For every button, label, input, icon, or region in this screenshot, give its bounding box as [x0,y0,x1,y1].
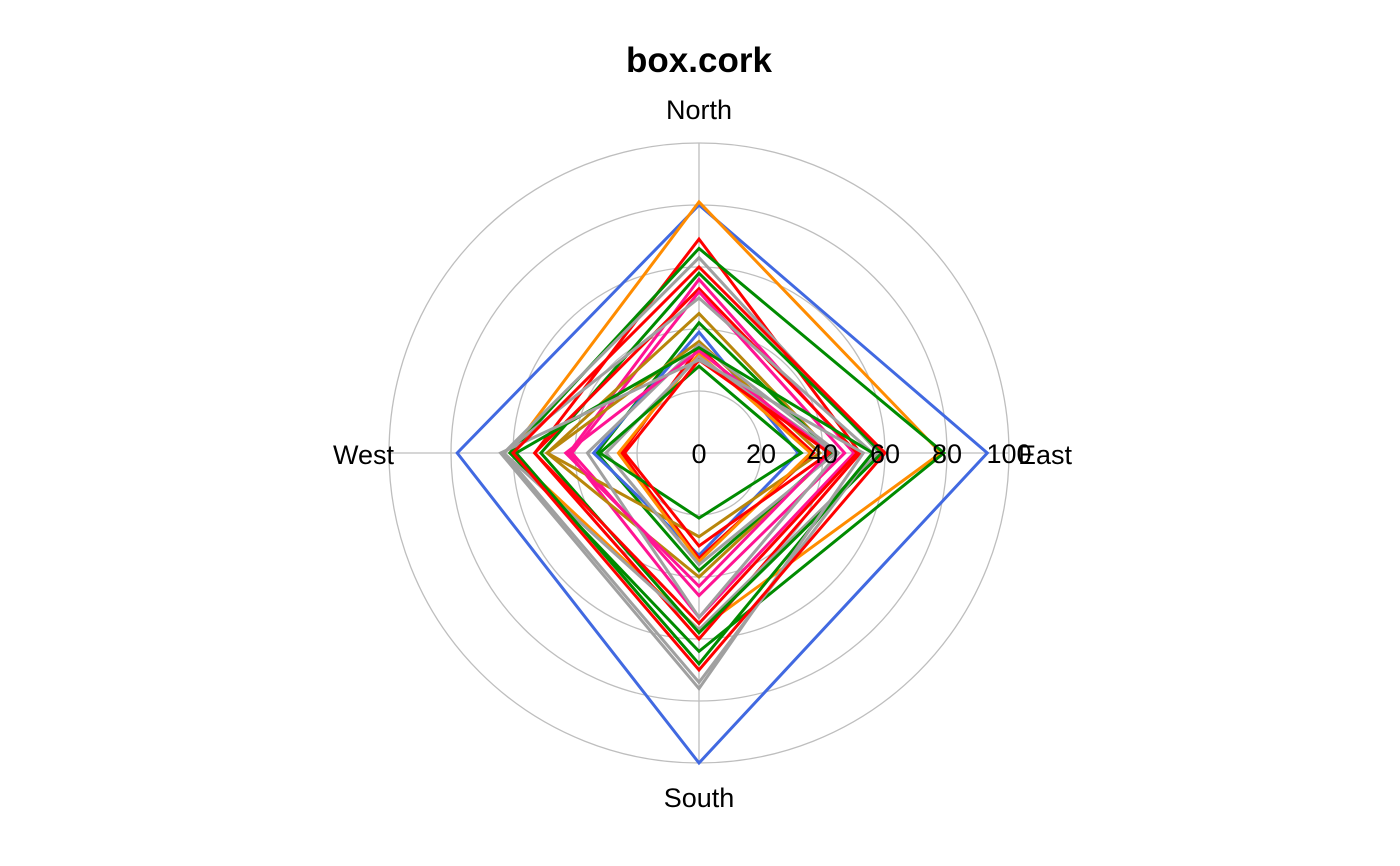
tick-label-100: 100 [986,439,1031,469]
radial-tick-labels: 0 20 40 60 80 100 [691,439,1031,469]
axis-label-east: East [1018,440,1073,470]
series-polygon-3 [532,236,863,642]
tick-label-60: 60 [870,439,900,469]
series-polygon-19 [597,364,804,520]
axis-label-south: South [664,783,735,813]
series-polygon-21 [622,357,832,549]
chart-title: box.cork [626,41,772,80]
tick-label-0: 0 [691,439,706,469]
tick-label-80: 80 [932,439,962,469]
series-polygon-23 [498,358,866,692]
series-polygon-24 [510,264,888,673]
axis-label-north: North [666,95,732,125]
tick-label-40: 40 [808,439,838,469]
series-polygon-8 [532,286,860,626]
series-polygon-17 [616,351,813,564]
series-polygon-10 [501,296,875,685]
series-polygon-20 [563,348,832,589]
series-polygon-1 [455,202,990,766]
series-polygon-16 [585,342,841,620]
radar-series-group [455,199,990,766]
axis-label-west: West [333,440,395,470]
tick-label-20: 20 [746,439,776,469]
